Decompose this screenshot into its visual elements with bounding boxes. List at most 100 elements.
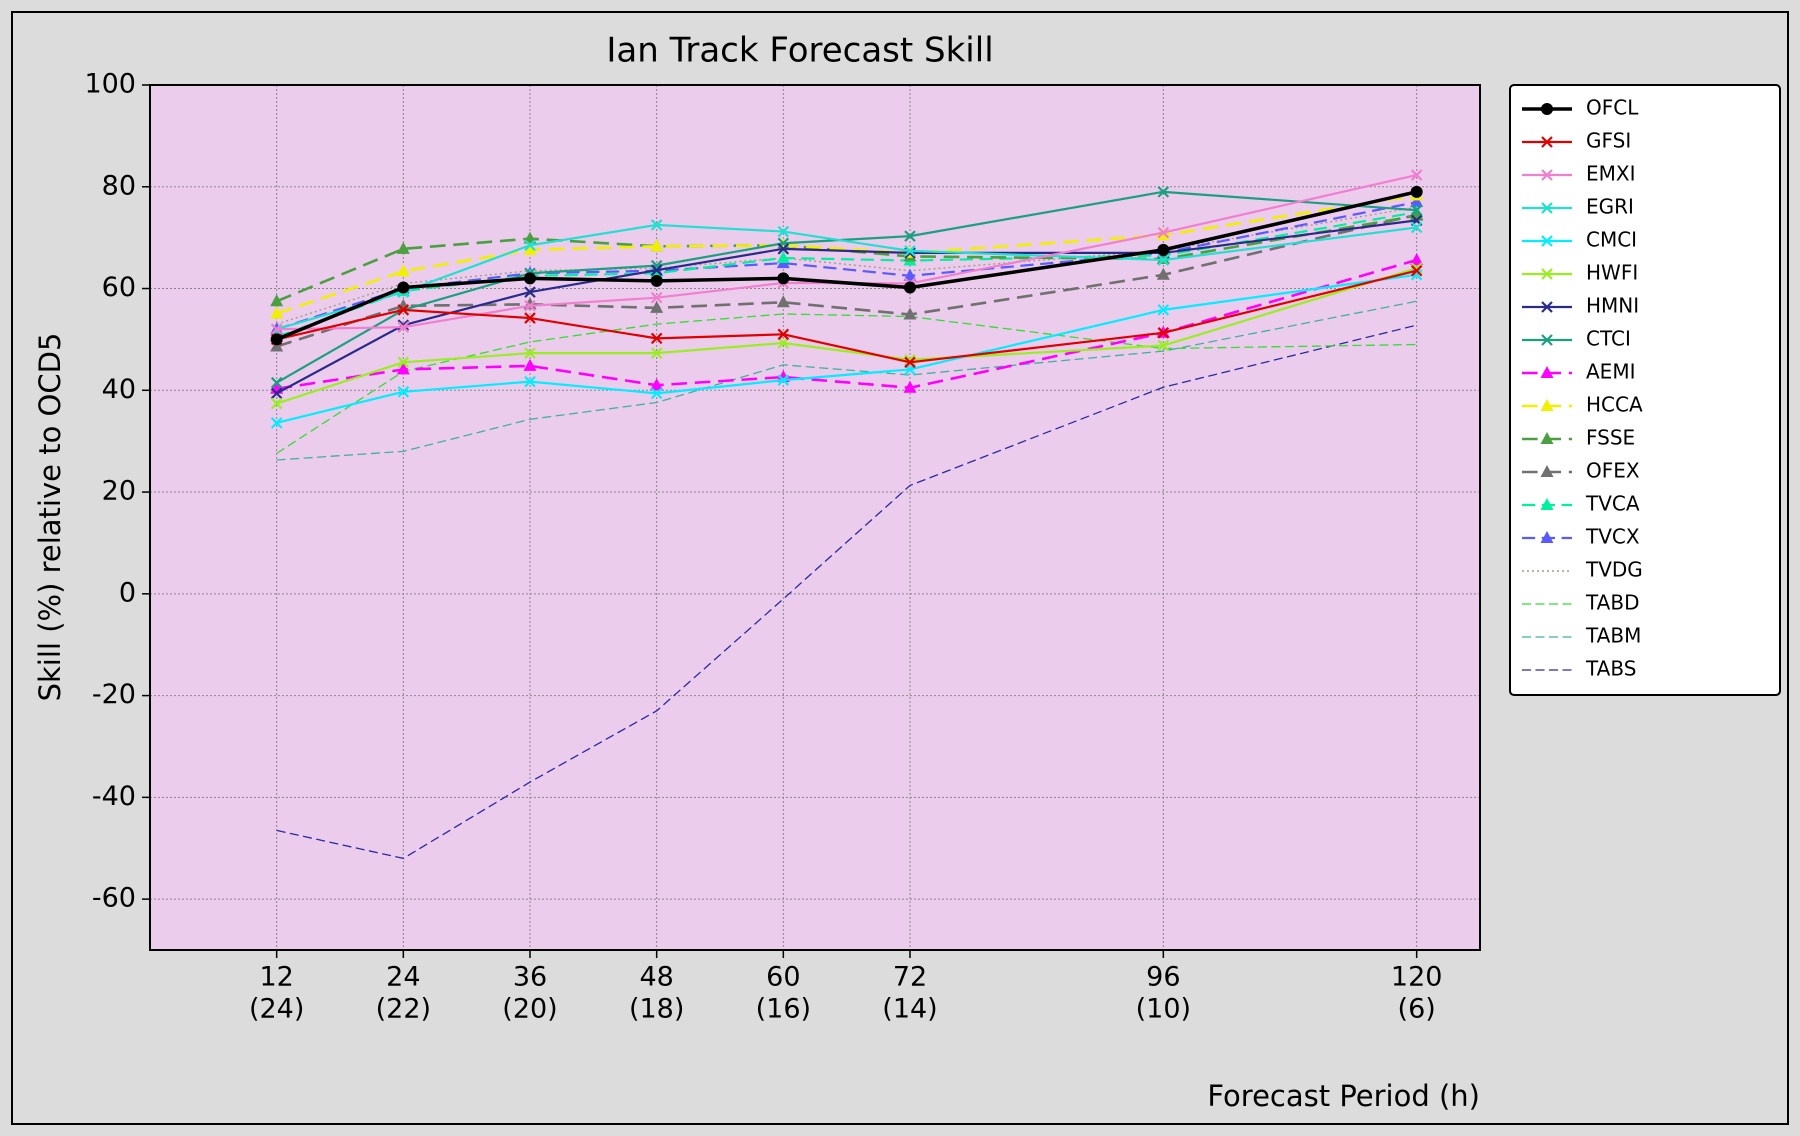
legend-label: TVDG: [1585, 558, 1643, 582]
point-marker: [1541, 202, 1553, 214]
point-marker: [396, 264, 410, 277]
legend-label: CTCI: [1586, 327, 1631, 351]
legend-label: TVCA: [1585, 492, 1640, 516]
legend-label: AEMI: [1586, 360, 1635, 384]
point-marker: [524, 300, 536, 312]
point-marker: [904, 245, 916, 257]
point-marker: [1410, 195, 1424, 208]
point-marker: [1157, 226, 1170, 239]
series-line: [276, 273, 1417, 424]
point-marker: [1157, 304, 1170, 316]
point-marker: [1156, 267, 1170, 280]
series: [270, 185, 1423, 346]
point-marker: [524, 347, 536, 359]
point-marker: [1541, 334, 1553, 346]
point-marker: [1541, 169, 1553, 181]
point-marker: [650, 266, 664, 279]
point-marker: [397, 321, 410, 333]
point-marker: [650, 300, 664, 313]
x-tick-count: (14): [882, 994, 937, 1025]
point-marker: [1410, 264, 1423, 277]
point-marker: [1540, 432, 1554, 444]
y-tick-label: 60: [102, 272, 136, 303]
point-marker: [1540, 366, 1554, 378]
point-marker: [650, 274, 663, 287]
legend-label: EGRI: [1586, 195, 1634, 219]
legend-label: HMNI: [1586, 294, 1639, 318]
legend-label: TVCX: [1585, 525, 1640, 549]
point-marker: [397, 356, 410, 369]
y-tick-label: -60: [92, 883, 136, 914]
point-marker: [776, 251, 790, 263]
chart-title: Ian Track Forecast Skill: [606, 31, 993, 71]
point-marker: [650, 387, 663, 400]
point-marker: [270, 417, 283, 429]
point-marker: [904, 230, 916, 242]
legend-label: GFSI: [1586, 129, 1631, 153]
point-marker: [270, 294, 284, 307]
point-marker: [1540, 399, 1554, 411]
series: [276, 324, 1417, 860]
plot-area: [150, 85, 1480, 950]
point-marker: [1410, 185, 1423, 198]
legend-label: EMXI: [1586, 162, 1636, 186]
point-marker: [397, 281, 410, 294]
x-axis-label: Forecast Period (h): [1207, 1079, 1480, 1113]
point-marker: [650, 347, 663, 359]
point-marker: [270, 306, 284, 319]
point-marker: [1157, 186, 1170, 198]
y-tick-label: 100: [84, 69, 136, 100]
point-marker: [904, 281, 916, 294]
point-marker: [1541, 301, 1553, 313]
point-marker: [650, 332, 663, 345]
legend-label: FSSE: [1586, 426, 1635, 450]
series-line: [276, 269, 1417, 364]
x-tick-label: 36: [513, 962, 547, 993]
point-marker: [1541, 103, 1553, 115]
legend-label: HCCA: [1586, 393, 1643, 417]
series-line: [276, 190, 1418, 342]
point-marker: [397, 386, 410, 398]
point-marker: [777, 272, 790, 285]
point-marker: [1410, 221, 1423, 234]
y-tick-label: 0: [119, 577, 136, 608]
point-marker: [523, 242, 537, 255]
point-marker: [270, 376, 283, 389]
point-marker: [904, 356, 916, 369]
series-line: [276, 258, 1418, 391]
point-marker: [1541, 136, 1553, 148]
series-line: [276, 219, 1417, 395]
legend-label: TABM: [1585, 624, 1641, 648]
x-tick-label: 72: [893, 962, 927, 993]
point-marker: [270, 333, 283, 346]
point-marker: [650, 239, 664, 252]
point-marker: [397, 319, 410, 331]
point-marker: [396, 241, 410, 254]
point-marker: [650, 219, 663, 231]
y-tick-label: 40: [102, 374, 136, 405]
legend-label: CMCI: [1586, 228, 1637, 252]
legend-label: TABS: [1585, 657, 1636, 681]
point-marker: [777, 328, 790, 341]
series: [270, 262, 1423, 410]
point-marker: [777, 243, 790, 255]
x-tick-count: (16): [756, 994, 811, 1025]
x-tick-count: (24): [249, 994, 304, 1025]
series-line: [276, 267, 1417, 405]
point-marker: [904, 353, 916, 366]
point-marker: [1540, 531, 1554, 543]
point-marker: [650, 378, 664, 391]
y-tick-label: -20: [92, 679, 136, 710]
point-marker: [524, 239, 536, 252]
x-tick-count: (20): [502, 994, 557, 1025]
x-tick-label: 24: [386, 962, 420, 993]
x-tick-label: 12: [259, 962, 293, 993]
x-tick-label: 60: [766, 962, 800, 993]
point-marker: [1540, 498, 1554, 510]
series-line: [276, 213, 1417, 348]
y-tick-label: 20: [102, 476, 136, 507]
series: [276, 206, 1417, 325]
point-marker: [1157, 243, 1170, 256]
